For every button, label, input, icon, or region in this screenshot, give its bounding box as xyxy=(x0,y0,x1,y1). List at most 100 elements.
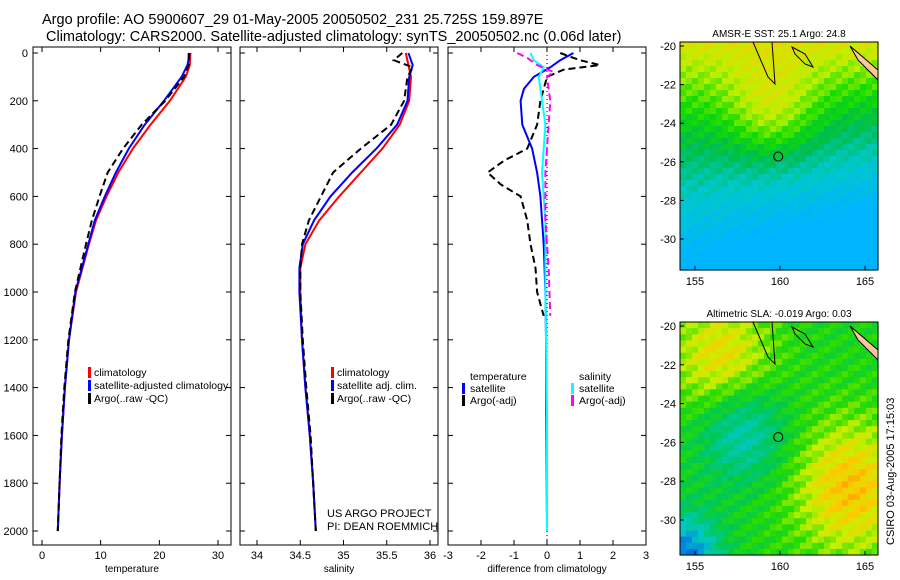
map-cell xyxy=(770,228,777,235)
map-cell xyxy=(740,240,747,247)
map-cell xyxy=(812,505,819,513)
map-cell xyxy=(866,530,873,538)
map-cell xyxy=(698,54,705,61)
map-cell xyxy=(848,456,855,464)
map-cell xyxy=(824,258,831,265)
map-cell xyxy=(746,156,753,163)
map-cell xyxy=(698,401,705,409)
map-cell xyxy=(716,174,723,181)
map-cell xyxy=(728,66,735,73)
map-cell xyxy=(686,174,693,181)
map-cell xyxy=(860,120,867,127)
map-cell xyxy=(836,174,843,181)
map-cell xyxy=(812,548,819,556)
map-cell xyxy=(842,90,849,97)
map-cell xyxy=(836,246,843,253)
map-cell xyxy=(872,505,879,513)
map-cell xyxy=(794,258,801,265)
map-cell xyxy=(704,512,711,519)
map-cell xyxy=(752,144,759,151)
map-cell xyxy=(722,54,729,61)
map-cell xyxy=(872,475,879,482)
map-cell xyxy=(812,66,819,73)
map-cell xyxy=(764,512,771,519)
map-cell xyxy=(830,42,837,49)
map-cell xyxy=(848,72,855,79)
map-cell xyxy=(836,499,843,507)
map-cell xyxy=(812,377,819,384)
map-cell xyxy=(758,198,765,205)
map-cell xyxy=(824,475,831,482)
map-cell xyxy=(770,352,777,360)
map-cell xyxy=(866,432,873,440)
map-cell xyxy=(860,358,867,366)
map-cell xyxy=(752,487,759,495)
map-cell xyxy=(698,198,705,205)
map-cell xyxy=(812,432,819,440)
map-title: Altimetric SLA: -0.019 Argo: 0.03 xyxy=(706,309,852,320)
map-cell xyxy=(680,186,687,193)
map-cell xyxy=(836,536,843,544)
map-cell xyxy=(710,469,717,476)
map-cell xyxy=(716,383,723,390)
map-cell xyxy=(806,246,813,253)
argo-float-marker xyxy=(773,432,784,443)
map-cell xyxy=(764,383,771,390)
map-cell xyxy=(854,469,861,476)
map-cell xyxy=(746,234,753,241)
map-cell xyxy=(872,456,879,464)
map-cell xyxy=(758,542,765,550)
map-cell xyxy=(812,126,819,133)
map-cell xyxy=(782,340,789,348)
map-cell xyxy=(722,120,729,127)
map-cell xyxy=(752,102,759,109)
map-cell xyxy=(854,487,861,495)
map-cell xyxy=(824,358,831,366)
map-cell xyxy=(788,438,795,446)
map-cell xyxy=(818,456,825,464)
map-cell xyxy=(734,72,741,79)
map-cell xyxy=(866,475,873,482)
map-cell xyxy=(746,352,753,360)
map-cell xyxy=(866,228,873,235)
map-cell xyxy=(710,389,717,397)
map-cell xyxy=(812,334,819,341)
map-cell xyxy=(872,84,879,91)
map-cell xyxy=(770,444,777,452)
map-cell xyxy=(770,530,777,538)
map-cell xyxy=(866,401,873,409)
map-cell xyxy=(788,475,795,482)
map-cell xyxy=(728,401,735,409)
map-cell xyxy=(860,72,867,79)
map-cell xyxy=(692,383,699,390)
map-cell xyxy=(872,192,879,199)
map-cell xyxy=(818,499,825,507)
map-cell xyxy=(818,395,825,403)
map-cell xyxy=(824,542,831,550)
map-cell xyxy=(788,407,795,415)
map-cell xyxy=(722,505,729,513)
map-cell xyxy=(854,168,861,175)
map-cell xyxy=(818,518,825,525)
map-cell xyxy=(788,548,795,556)
map-cell xyxy=(860,138,867,145)
map-cell xyxy=(686,210,693,217)
map-cell xyxy=(770,542,777,550)
lon-tick-label: 155 xyxy=(686,276,704,288)
map-cell xyxy=(782,126,789,133)
map-cell xyxy=(722,246,729,253)
map-cell xyxy=(824,102,831,109)
map-cell xyxy=(770,156,777,163)
map-cell xyxy=(866,42,873,49)
map-cell xyxy=(746,463,753,470)
map-cell xyxy=(830,162,837,169)
map-cell xyxy=(818,407,825,415)
map-cell xyxy=(692,126,699,133)
map-cell xyxy=(764,530,771,538)
map-cell xyxy=(818,414,825,421)
map-cell xyxy=(824,252,831,259)
map-cell xyxy=(800,352,807,360)
map-cell xyxy=(812,493,819,501)
map-cell xyxy=(740,156,747,163)
map-cell xyxy=(836,108,843,115)
